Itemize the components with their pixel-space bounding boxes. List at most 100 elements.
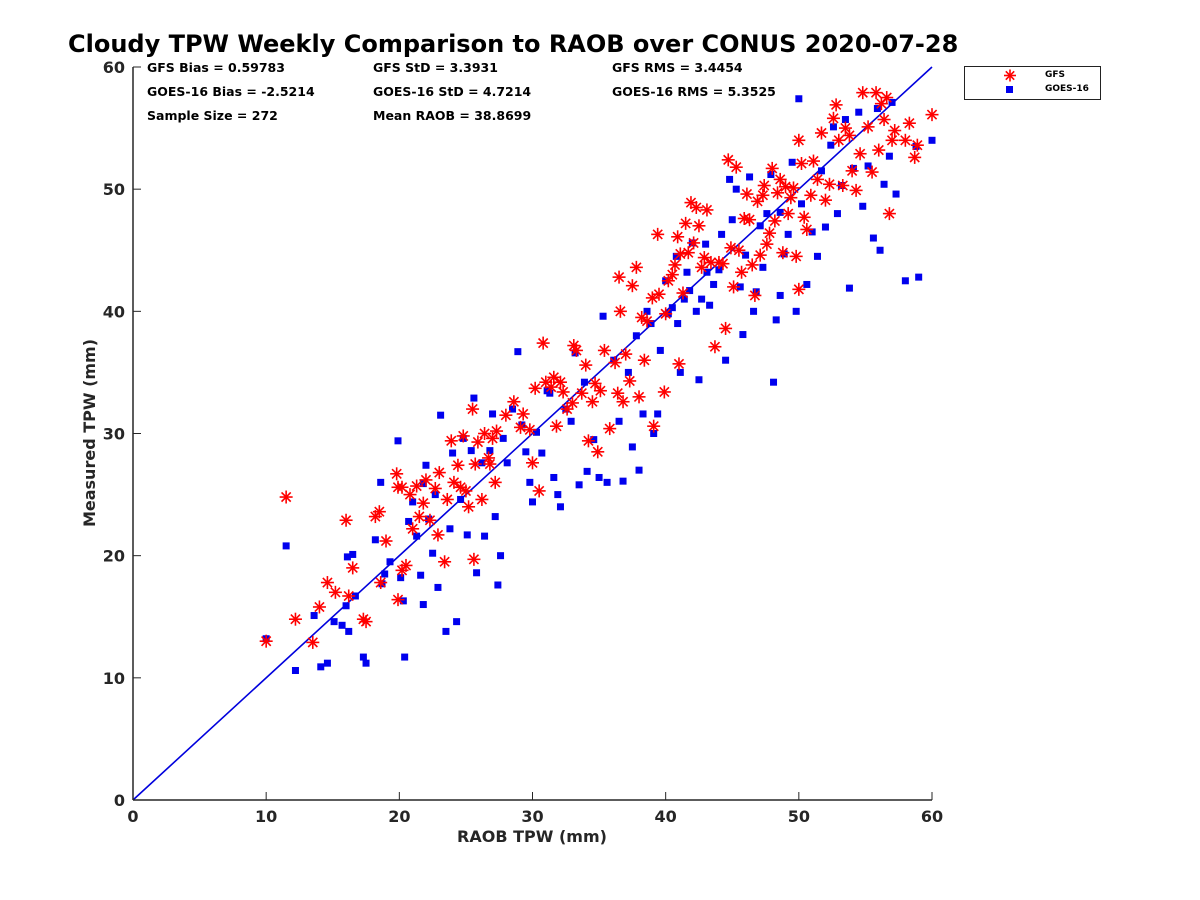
goes16-point bbox=[647, 320, 655, 328]
gfs-point bbox=[528, 381, 542, 395]
x-tick-label: 0 bbox=[127, 807, 138, 826]
goes16-point bbox=[362, 659, 370, 667]
gfs-point bbox=[902, 116, 916, 130]
goes16-point bbox=[702, 240, 710, 248]
goes16-point bbox=[310, 612, 318, 620]
goes16-point bbox=[509, 405, 517, 413]
gfs-point bbox=[792, 282, 806, 296]
gfs-point bbox=[640, 314, 654, 328]
goes16-point bbox=[876, 246, 884, 254]
goes16-point bbox=[317, 663, 325, 671]
goes16-point bbox=[282, 542, 290, 550]
gfs-point bbox=[320, 576, 334, 590]
goes16-point bbox=[808, 228, 816, 236]
goes16-point bbox=[880, 180, 888, 188]
goes16-point bbox=[855, 108, 863, 116]
gfs-point bbox=[800, 222, 814, 236]
gfs-point bbox=[516, 407, 530, 421]
goes16-point bbox=[405, 517, 413, 525]
goes16-point bbox=[628, 443, 636, 451]
mean-raob-stat: Mean RAOB = 38.8699 bbox=[373, 108, 532, 123]
goes16-point bbox=[792, 307, 800, 315]
chart-title: Cloudy TPW Weekly Comparison to RAOB ove… bbox=[68, 30, 959, 58]
goes16-point bbox=[497, 552, 505, 560]
gfs-point bbox=[729, 160, 743, 174]
gfs-point bbox=[665, 268, 679, 282]
goes16-point bbox=[473, 569, 481, 577]
gfs-point bbox=[647, 419, 661, 433]
gfs-point bbox=[697, 251, 711, 265]
goes16-point bbox=[381, 570, 389, 578]
goes16-point bbox=[419, 601, 427, 609]
gfs-point bbox=[342, 589, 356, 603]
goes-rms-stat: GOES-16 RMS = 5.3525 bbox=[612, 84, 776, 99]
goes16-point bbox=[686, 287, 694, 295]
goes16-point bbox=[463, 531, 471, 539]
goes16-point bbox=[869, 234, 877, 242]
gfs-point bbox=[440, 492, 454, 506]
gfs-point bbox=[882, 207, 896, 221]
goes16-point bbox=[703, 268, 711, 276]
gfs-point bbox=[468, 457, 482, 471]
gfs-point bbox=[842, 128, 856, 142]
gfs-point bbox=[611, 386, 625, 400]
gfs-point bbox=[700, 203, 714, 217]
y-tick-label: 0 bbox=[114, 791, 125, 810]
goes16-point bbox=[683, 268, 691, 276]
gfs-point bbox=[768, 214, 782, 228]
gfs-point bbox=[880, 91, 894, 105]
gfs-point bbox=[612, 270, 626, 284]
gfs-point bbox=[732, 243, 746, 257]
goes16-point bbox=[417, 571, 425, 579]
goes16-point bbox=[739, 331, 747, 339]
goes16-point bbox=[470, 394, 478, 402]
gfs-point bbox=[616, 395, 630, 409]
gfs-point bbox=[779, 180, 793, 194]
goes16-point bbox=[928, 136, 936, 144]
goes16-point bbox=[386, 558, 394, 566]
goes16-point bbox=[864, 162, 872, 170]
gfs-point bbox=[431, 528, 445, 542]
goes16-point bbox=[345, 627, 353, 635]
legend-label-goes16: GOES-16 bbox=[1045, 84, 1089, 94]
goes16-point bbox=[756, 222, 764, 230]
gfs-point bbox=[466, 402, 480, 416]
gfs-point bbox=[910, 138, 924, 152]
gfs-point bbox=[645, 291, 659, 305]
goes16-point bbox=[401, 653, 409, 661]
gfs-point bbox=[716, 257, 730, 271]
gfs-point bbox=[374, 576, 388, 590]
gfs-point bbox=[547, 370, 561, 384]
gfs-point bbox=[603, 422, 617, 436]
gfs-point bbox=[756, 188, 770, 202]
goes16-point bbox=[434, 583, 442, 591]
goes16-point bbox=[728, 216, 736, 224]
square-marker-icon bbox=[1006, 86, 1013, 93]
goes16-point bbox=[394, 437, 402, 445]
gfs-point bbox=[797, 210, 811, 224]
gfs-point bbox=[771, 186, 785, 200]
gfs-point bbox=[575, 386, 589, 400]
goes-std-stat: GOES-16 StD = 4.7214 bbox=[373, 84, 532, 99]
gfs-point bbox=[856, 86, 870, 100]
goes16-point bbox=[338, 621, 346, 629]
goes16-point bbox=[491, 513, 499, 521]
gfs-point bbox=[765, 161, 779, 175]
goes16-point bbox=[732, 185, 740, 193]
goes16-point bbox=[722, 356, 730, 364]
goes16-point bbox=[499, 434, 507, 442]
goes16-point bbox=[656, 346, 664, 354]
gfs-point bbox=[668, 258, 682, 272]
gfs-point bbox=[623, 374, 637, 388]
goes16-point bbox=[599, 312, 607, 320]
gfs-point bbox=[773, 172, 787, 186]
gfs-point bbox=[724, 241, 738, 255]
gfs-point bbox=[632, 390, 646, 404]
gfs-point bbox=[459, 484, 473, 498]
gfs-point bbox=[608, 356, 622, 370]
goes16-series bbox=[262, 95, 936, 675]
gfs-point bbox=[727, 280, 741, 294]
gfs-point bbox=[444, 434, 458, 448]
goes16-point bbox=[639, 410, 647, 418]
